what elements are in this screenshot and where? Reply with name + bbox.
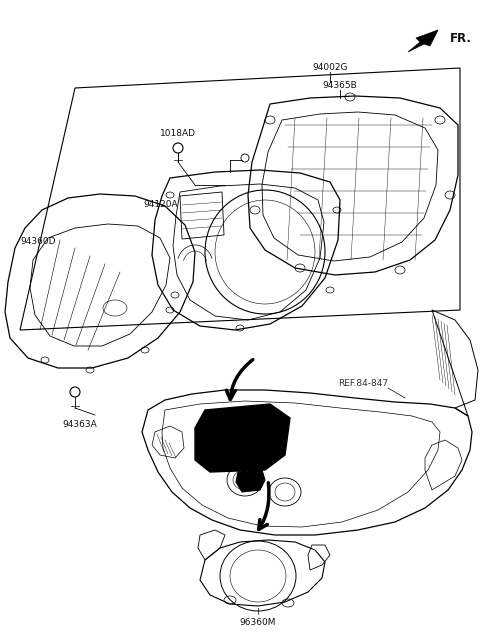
Polygon shape [236,470,265,492]
Polygon shape [195,404,290,472]
Text: 1018AD: 1018AD [160,129,196,138]
Text: 94363A: 94363A [62,420,97,429]
Text: REF.84-847: REF.84-847 [338,379,388,388]
Polygon shape [408,30,438,52]
Text: 94120A: 94120A [144,200,178,209]
Text: 94365B: 94365B [323,81,358,90]
Text: FR.: FR. [450,31,472,45]
Text: 94002G: 94002G [312,63,348,72]
Text: 96360M: 96360M [240,618,276,627]
Text: 94360D: 94360D [20,237,56,246]
